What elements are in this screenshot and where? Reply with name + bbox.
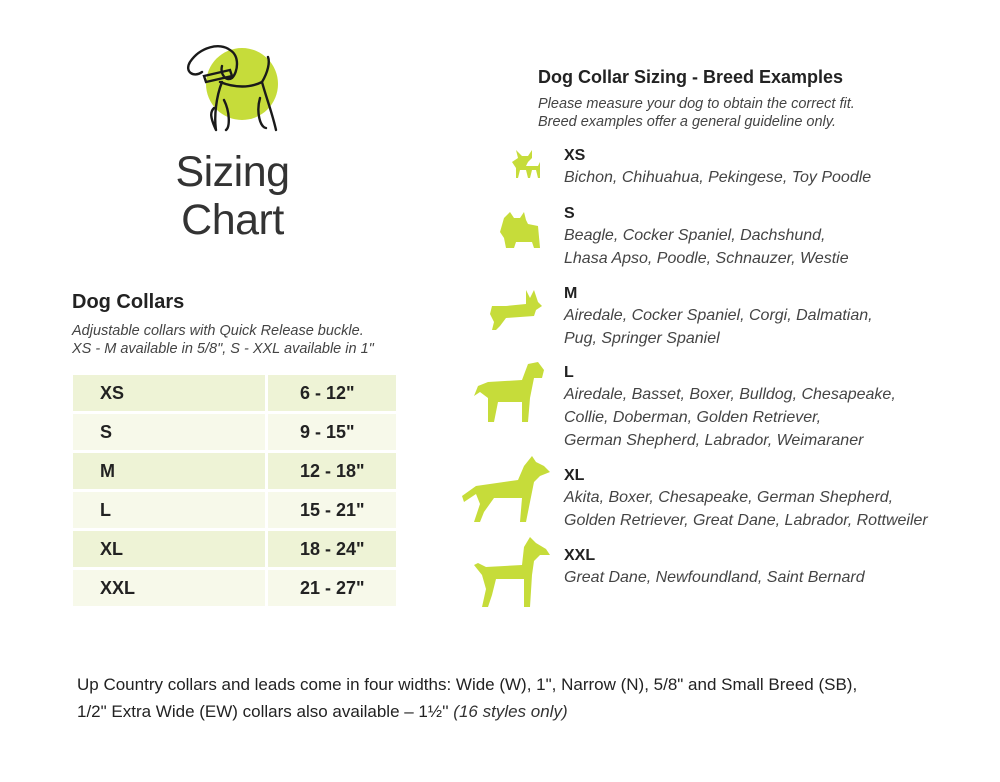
breed-item: XS Bichon, Chihuahua, Pekingese, Toy Pood… [564,146,871,189]
breed-size: XS [564,147,586,164]
size-cell: L [73,490,268,531]
range-cell: 18 - 24" [266,529,396,570]
footer-line-2-text: 1/2" Extra Wide (EW) collars also availa… [77,702,449,721]
range-cell: 9 - 15" [266,412,396,453]
size-cell: XL [73,529,268,570]
breed-size: XL [564,467,585,484]
chihuahua-silhouette-icon [512,150,540,178]
breeds-subtitle-line-2: Breed examples offer a general guideline… [538,114,836,130]
dog-logo-icon [187,45,278,132]
breed-examples: Airedale, Basset, Boxer, Bulldog, Chesap… [564,386,896,403]
title-line-1: Sizing [175,148,290,196]
breed-examples: Beagle, Cocker Spaniel, Dachshund, [564,227,826,244]
range-cell: 6 - 12" [266,375,396,414]
breed-size: XXL [564,547,596,564]
range-cell: 21 - 27" [266,568,396,609]
collars-subtitle-line-2: XS - M available in 5/8", S - XXL availa… [72,341,374,357]
terrier-silhouette-icon [500,212,540,248]
table-row: XXL 21 - 27" [73,568,396,609]
breeds-subtitle: Please measure your dog to obtain the co… [538,95,855,131]
breed-item: M Airedale, Cocker Spaniel, Corgi, Dalmat… [564,284,873,350]
table-row: XS 6 - 12" [73,375,396,414]
size-cell: XXL [73,568,268,609]
breed-examples: Pug, Springer Spaniel [564,330,720,347]
breed-size: S [564,205,575,222]
corgi-silhouette-icon [490,290,542,330]
table-row: L 15 - 21" [73,490,396,531]
size-cell: M [73,451,268,492]
breed-item: XL Akita, Boxer, Chesapeake, German Sheph… [564,466,928,532]
collar-size-table: XS 6 - 12" S 9 - 15" M 12 - 18" L 15 - 21" XL 18 … [73,375,396,609]
collars-subtitle-line-1: Adjustable collars with Quick Release bu… [72,323,364,339]
breed-examples: German Shepherd, Labrador, Weimaraner [564,432,864,449]
breed-item: L Airedale, Basset, Boxer, Bulldog, Chesa… [564,363,896,452]
breed-examples: Great Dane, Newfoundland, Saint Bernard [564,569,865,586]
range-cell: 12 - 18" [266,451,396,492]
page-title: Sizing Chart [150,148,315,244]
table-row: M 12 - 18" [73,451,396,492]
breed-size: M [564,285,578,302]
breed-examples: Akita, Boxer, Chesapeake, German Shepher… [564,489,894,506]
shepherd-silhouette-icon [462,456,550,522]
breed-examples: Collie, Doberman, Golden Retriever, [564,409,822,426]
range-cell: 15 - 21" [266,490,396,531]
breed-size: L [564,364,574,381]
breeds-subtitle-line-1: Please measure your dog to obtain the co… [538,96,855,112]
collars-heading: Dog Collars [72,291,185,313]
breed-examples: Airedale, Cocker Spaniel, Corgi, Dalmati… [564,307,873,324]
table-row: XL 18 - 24" [73,529,396,570]
retriever-silhouette-icon [474,362,544,422]
great-dane-silhouette-icon [474,537,550,607]
footer-note: Up Country collars and leads come in fou… [77,671,857,725]
footer-line-2-italic: (16 styles only) [453,702,568,721]
title-line-2: Chart [181,196,284,244]
footer-line-1: Up Country collars and leads come in fou… [77,675,858,694]
collars-subtitle: Adjustable collars with Quick Release bu… [72,322,374,358]
size-cell: XS [73,375,268,414]
footer-line-2: 1/2" Extra Wide (EW) collars also availa… [77,698,857,725]
breed-examples: Bichon, Chihuahua, Pekingese, Toy Poodle [564,169,872,186]
breeds-heading: Dog Collar Sizing - Breed Examples [538,67,844,87]
breed-examples: Lhasa Apso, Poodle, Schnauzer, Westie [564,250,849,267]
breed-item: XXL Great Dane, Newfoundland, Saint Berna… [564,546,865,589]
size-cell: S [73,412,268,453]
breed-examples: Golden Retriever, Great Dane, Labrador, … [564,512,928,529]
breed-item: S Beagle, Cocker Spaniel, Dachshund, Lhasa… [564,204,849,270]
